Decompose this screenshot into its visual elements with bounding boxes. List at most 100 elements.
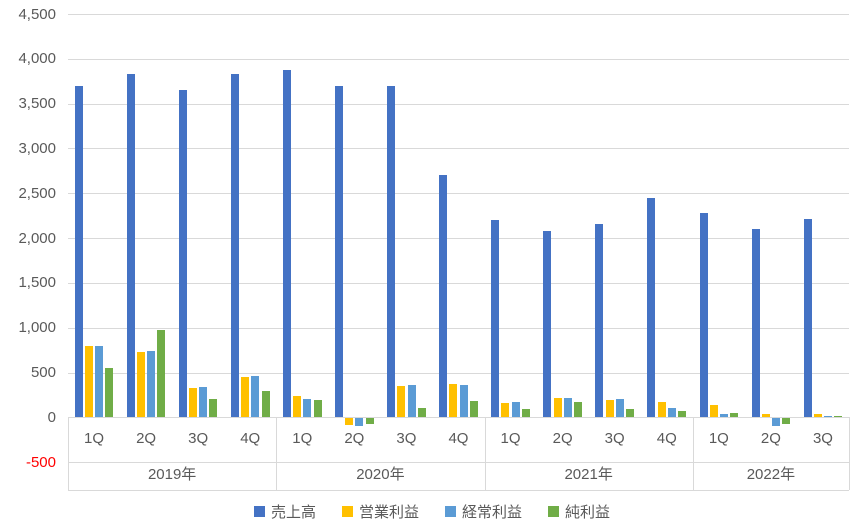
bar-営業利益-7 (449, 384, 458, 418)
bar-経常利益-10 (615, 399, 624, 418)
quarter-label: 1Q (292, 430, 313, 448)
bar-売上高-14 (803, 219, 812, 418)
gridline (68, 58, 849, 60)
axis-box-border (692, 417, 694, 490)
bar-純利益-0 (105, 368, 114, 418)
axis-box-border (68, 462, 849, 464)
quarter-label: 1Q (84, 430, 105, 448)
y-axis-tick-label: -500 (25, 453, 56, 471)
axis-box-border (276, 417, 278, 490)
bar-経常利益-5 (355, 418, 364, 427)
legend-item: 営業利益 (341, 501, 419, 522)
bar-経常利益-14 (824, 415, 833, 418)
bar-営業利益-3 (241, 377, 250, 418)
bar-売上高-5 (335, 85, 344, 418)
bar-純利益-9 (573, 402, 582, 418)
legend-item: 経常利益 (445, 501, 522, 522)
y-axis-tick-label: 1,000 (18, 319, 56, 337)
quarter-label: 3Q (604, 430, 625, 448)
y-axis-tick-label: 0 (47, 408, 56, 426)
bar-純利益-8 (521, 409, 530, 418)
y-axis-tick-label: 500 (30, 364, 56, 382)
bar-売上高-4 (283, 69, 291, 418)
axis-box-border (68, 417, 69, 490)
bar-経常利益-8 (511, 402, 520, 418)
bar-営業利益-5 (345, 418, 354, 425)
legend-swatch-icon (548, 506, 560, 517)
bar-営業利益-11 (657, 402, 666, 418)
quarter-label: 2Q (552, 430, 573, 448)
y-axis-tick-label: 3,000 (18, 139, 56, 157)
bar-経常利益-7 (459, 385, 468, 418)
bar-売上高-3 (230, 74, 239, 418)
gridline (68, 327, 849, 329)
quarter-label: 4Q (240, 430, 261, 448)
legend-label: 営業利益 (358, 504, 419, 521)
legend-item: 純利益 (548, 501, 610, 522)
gridline (68, 193, 849, 195)
bar-経常利益-0 (95, 345, 104, 418)
bar-売上高-10 (595, 223, 604, 418)
gridline (68, 282, 849, 284)
bar-純利益-4 (313, 400, 322, 418)
bar-売上高-12 (699, 213, 708, 418)
bar-経常利益-12 (719, 413, 728, 418)
bar-純利益-1 (157, 329, 166, 418)
legend-swatch-icon (341, 506, 353, 517)
gridline (68, 372, 849, 374)
bar-経常利益-6 (407, 385, 416, 418)
y-axis-tick-label: 2,000 (18, 229, 56, 247)
bar-純利益-13 (782, 418, 791, 424)
bar-純利益-12 (730, 413, 739, 418)
year-label: 2021年 (564, 466, 613, 484)
quarter-label: 2Q (344, 430, 365, 448)
quarter-label: 4Q (656, 430, 677, 448)
bar-営業利益-13 (761, 414, 770, 418)
quarter-label: 3Q (396, 430, 417, 448)
bar-営業利益-1 (137, 351, 145, 418)
y-axis-tick-label: 4,000 (18, 50, 56, 68)
bar-売上高-11 (647, 197, 656, 418)
bar-売上高-9 (543, 230, 552, 418)
gridline (68, 148, 849, 150)
bar-営業利益-9 (553, 397, 562, 418)
axis-box-border (68, 489, 849, 491)
bar-売上高-0 (74, 85, 83, 418)
quarter-label: 2Q (136, 430, 157, 448)
axis-box-border (484, 417, 486, 490)
year-label: 2019年 (147, 466, 197, 484)
bar-営業利益-0 (84, 345, 93, 418)
quarter-label: 3Q (188, 430, 209, 448)
quarter-label: 1Q (708, 430, 729, 448)
legend-item: 売上高 (253, 501, 316, 522)
bar-純利益-6 (417, 407, 426, 418)
quarter-label: 1Q (500, 430, 521, 448)
bar-経常利益-3 (251, 376, 260, 418)
gridline (68, 238, 849, 240)
bar-営業利益-2 (189, 387, 198, 418)
bar-営業利益-14 (813, 414, 822, 418)
bar-経常利益-1 (147, 351, 156, 418)
axis-box-border (849, 417, 850, 490)
y-axis-tick-label: 2,500 (18, 184, 56, 202)
bar-純利益-5 (365, 418, 374, 424)
gridline (68, 14, 849, 15)
y-axis-tick-label: 1,500 (18, 274, 56, 292)
legend-swatch-icon (253, 506, 265, 517)
bar-経常利益-11 (667, 408, 676, 418)
legend-swatch-icon (445, 506, 456, 517)
bar-純利益-2 (209, 398, 218, 418)
bar-純利益-7 (469, 401, 478, 418)
bar-純利益-14 (834, 415, 843, 418)
bar-営業利益-6 (397, 386, 406, 418)
bar-純利益-11 (678, 411, 687, 418)
quarter-label: 3Q (812, 430, 833, 448)
legend: 売上高 営業利益 経常利益 純利益 (0, 501, 864, 522)
bar-経常利益-13 (772, 418, 780, 426)
legend-label: 売上高 (270, 504, 316, 521)
bar-経常利益-4 (303, 398, 312, 418)
y-axis-tick-label: 3,500 (18, 95, 56, 113)
bar-営業利益-8 (501, 403, 510, 418)
bar-経常利益-2 (199, 386, 208, 418)
